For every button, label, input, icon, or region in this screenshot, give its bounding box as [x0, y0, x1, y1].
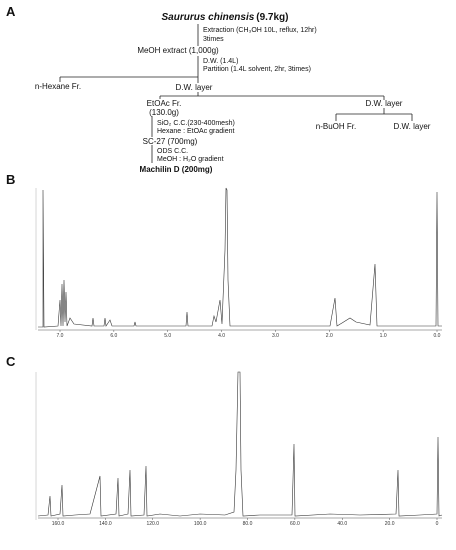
axis-label: 0.0 [434, 333, 441, 339]
panel-label: C [6, 354, 16, 369]
axis-label: 7.0 [57, 333, 64, 339]
step: Partition (1.4L solvent, 2hr, 3times) [203, 66, 311, 73]
node: D.W. layer [366, 99, 403, 108]
step: ODS C.C. [157, 148, 188, 155]
step: SiO₂ C.C.(230-400mesh) [157, 120, 235, 127]
step: D.W. (1.4L) [203, 58, 238, 65]
panel-label: A [6, 4, 16, 19]
axis-label: 80.0 [243, 521, 253, 527]
step: MeOH : H₂O gradient [157, 156, 224, 163]
axis-label: 140.0 [99, 521, 112, 527]
step: Extraction (CH₃OH 10L, reflux, 12hr) [203, 27, 317, 34]
axis-label: 160.0 [52, 521, 65, 527]
node: Saururus chinensis (9.7kg) [162, 12, 289, 23]
axis-label: 120.0 [146, 521, 159, 527]
node: D.W. layer [176, 83, 213, 92]
axis-label: 6.0 [110, 333, 117, 339]
spectrum-c: 160.0 140.0 120.0 100.0 80.0 60.0 40.0 20.0 0 [35, 371, 443, 527]
axis-label: 4.0 [218, 333, 225, 339]
node: D.W. layer [394, 122, 431, 131]
node: SC-27 (700mg) [143, 137, 198, 146]
node: MeOH extract (1,000g) [137, 46, 219, 55]
axis-label: 1.0 [380, 333, 387, 339]
node: Machilin D (200mg) [140, 165, 213, 174]
node: (130.0g) [149, 108, 179, 117]
step: Hexane : EtOAc gradient [157, 128, 234, 135]
axis-label: 60.0 [290, 521, 300, 527]
axis-label: 2.0 [326, 333, 333, 339]
node: n-Hexane Fr. [35, 82, 81, 91]
spectrum-b: 7.0 6.0 5.0 4.0 3.0 2.0 1.0 0.0 [35, 187, 442, 339]
axis-label: 100.0 [194, 521, 207, 527]
node: EtOAc Fr. [147, 99, 182, 108]
step: 3times [203, 36, 224, 43]
axis-label: 5.0 [164, 333, 171, 339]
axis-label: 0 [436, 521, 439, 527]
axis-label: 3.0 [272, 333, 279, 339]
axis-label: 20.0 [385, 521, 395, 527]
flow-lines [59, 24, 413, 163]
node: n-BuOH Fr. [316, 122, 356, 131]
panel-label: B [6, 172, 15, 187]
axis-label: 40.0 [337, 521, 347, 527]
